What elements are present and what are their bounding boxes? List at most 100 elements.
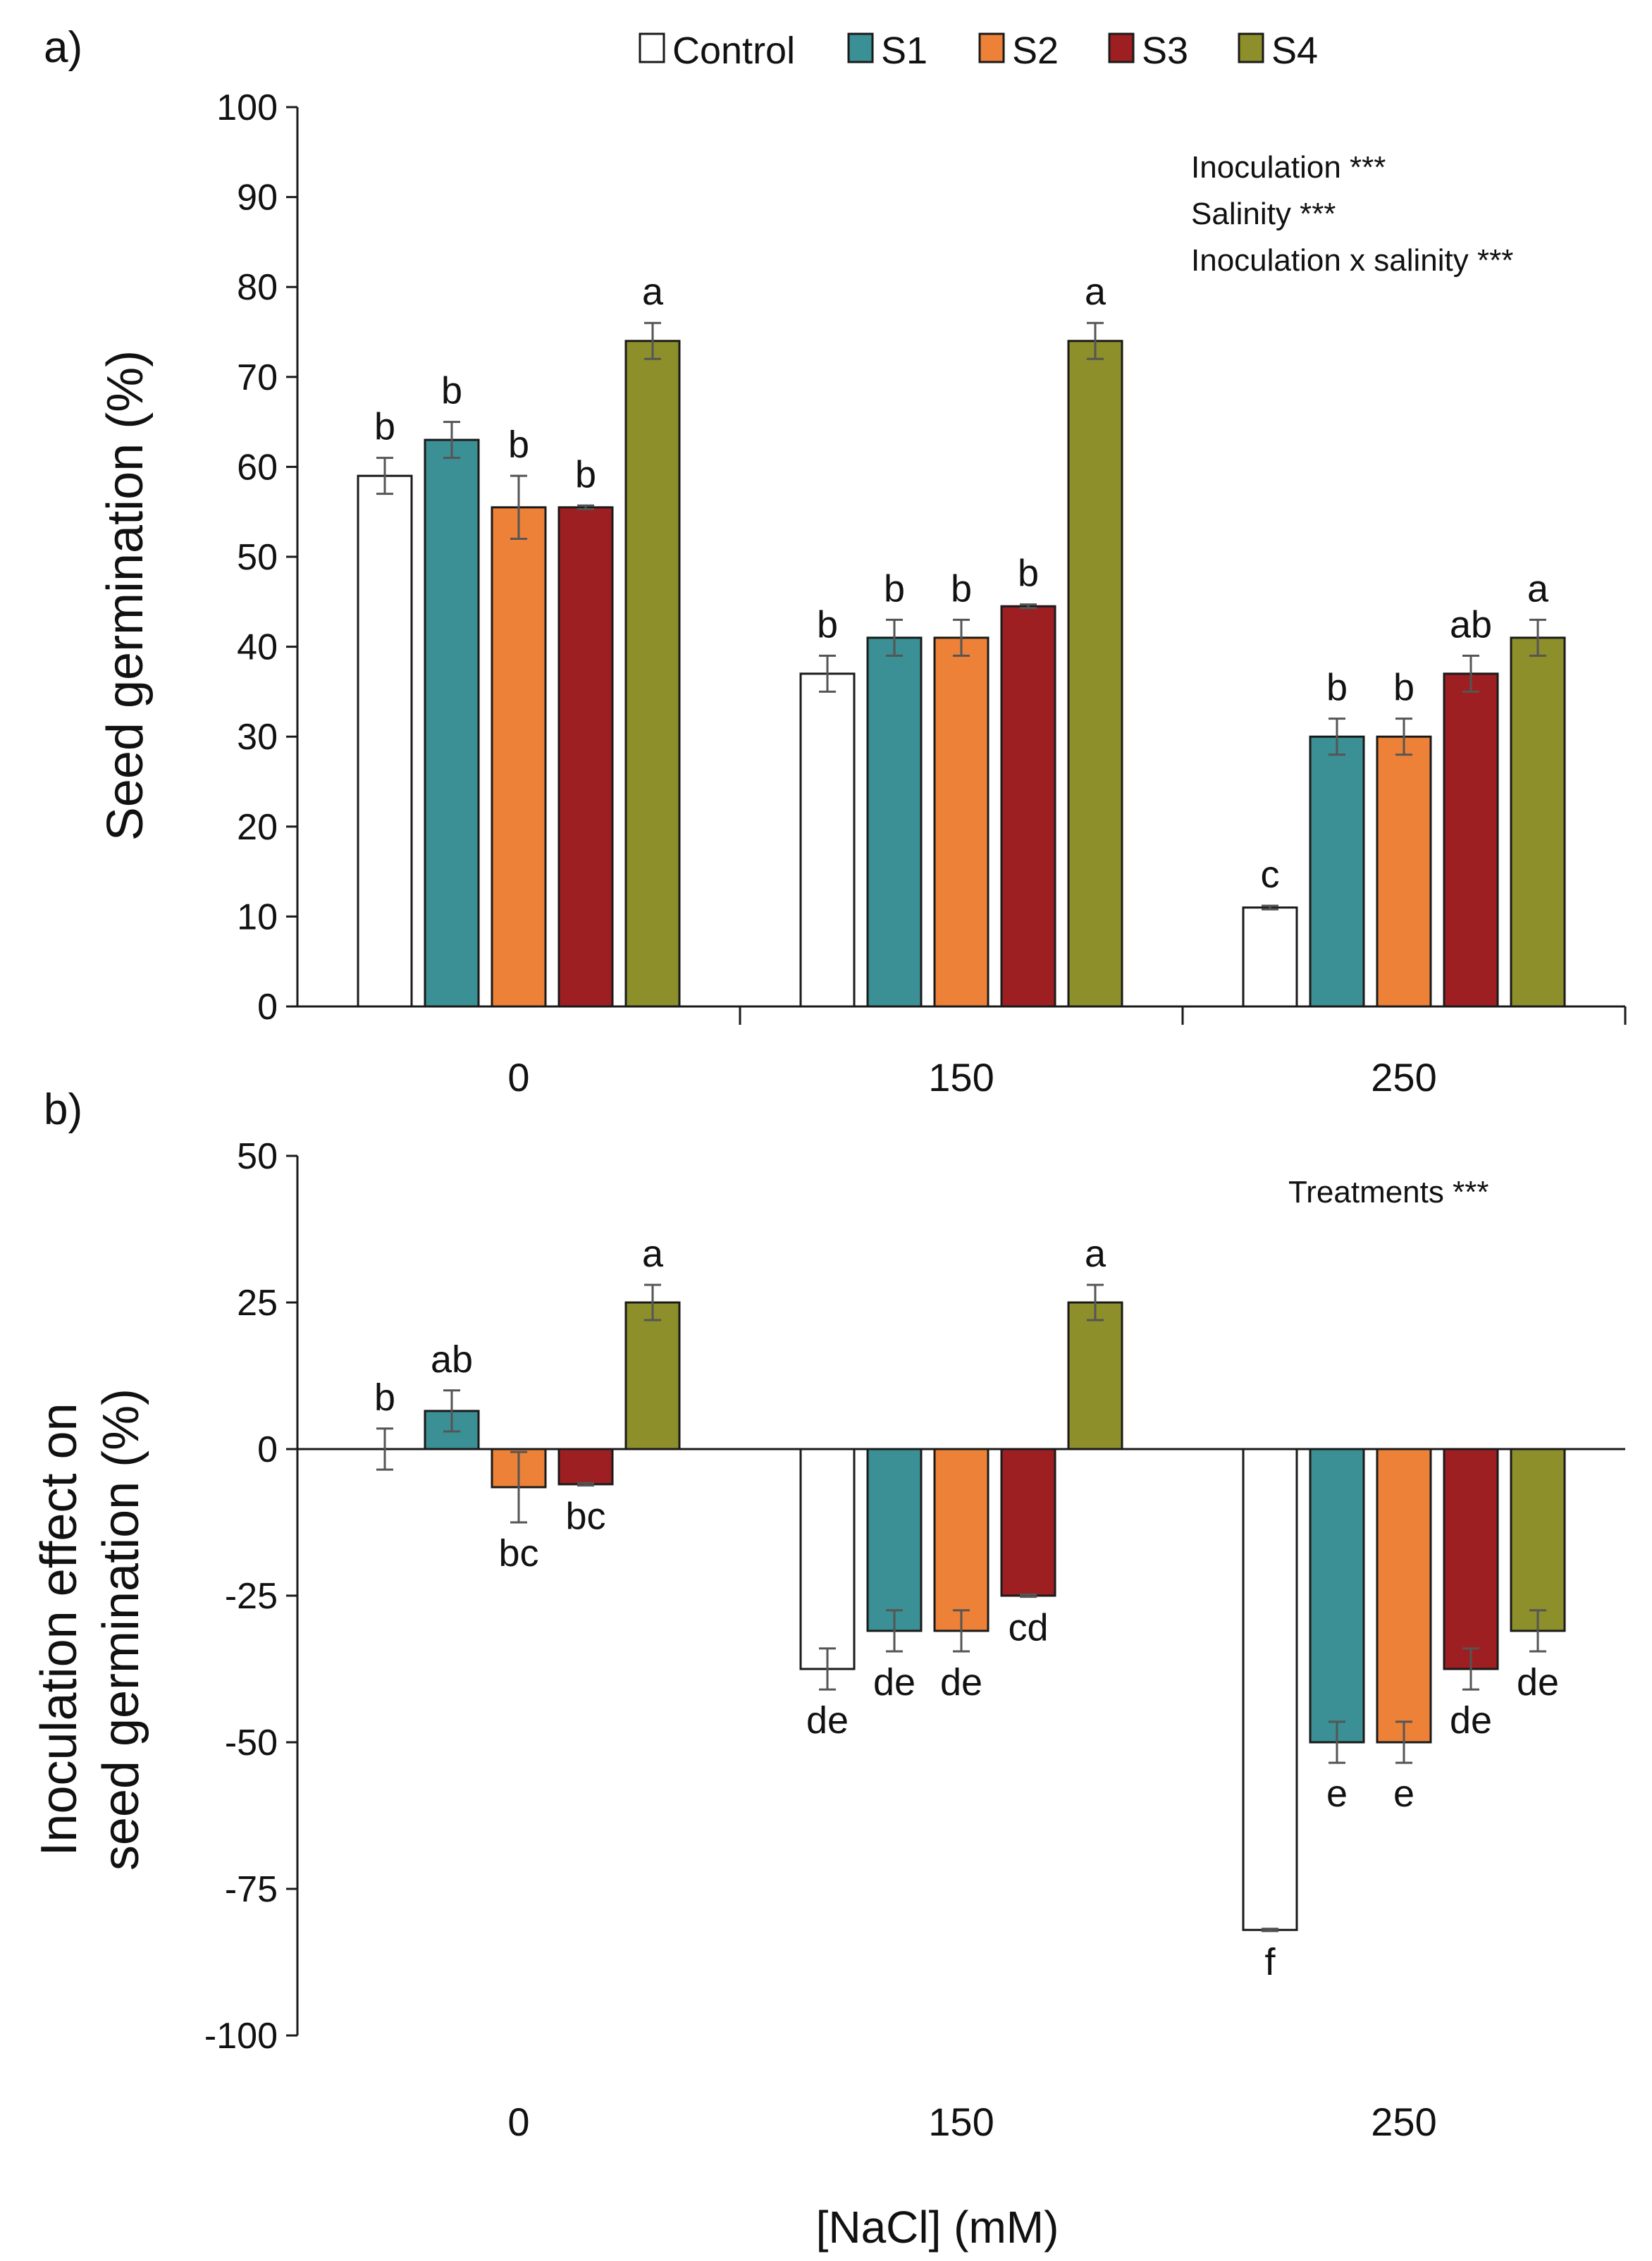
panel-b-bar-s3 — [557, 1448, 614, 1486]
panel-a-significance-letter: b — [1393, 667, 1414, 709]
panel-b-bar-s3 — [1443, 1448, 1499, 1670]
legend-label-s4: S4 — [1271, 30, 1318, 72]
panel-a-y-tick-label: 50 — [237, 537, 278, 578]
panel-a-bar-s3 — [1443, 672, 1499, 1008]
panel-b-bar-s4 — [1067, 1301, 1123, 1450]
panel-a-x-tick-label: 0 — [507, 1055, 529, 1099]
legend-swatch-s1 — [847, 32, 874, 63]
panel-a-significance-letter: ab — [1450, 603, 1492, 646]
panel-a-bar-s3 — [1000, 605, 1056, 1008]
panel-b-label: b) — [44, 1085, 82, 1134]
panel-a-significance-letter: b — [1326, 667, 1348, 709]
panel-a-bar-s2 — [491, 506, 547, 1008]
panel-b-y-tick-label: -75 — [225, 1869, 278, 1910]
panel-b-significance-letter: de — [1450, 1699, 1492, 1742]
panel-b-bar-s4 — [624, 1301, 681, 1450]
panel-a-y-tick-label: 90 — [237, 178, 278, 218]
legend-label-s1: S1 — [881, 30, 927, 72]
panel-b-x-tick-label: 150 — [928, 2100, 994, 2144]
panel-b-significance-letter: de — [940, 1661, 982, 1704]
panel-a-bar-s1 — [424, 438, 480, 1008]
x-axis-label: [NaCl] (mM) — [816, 2202, 1059, 2253]
panel-a-label: a) — [44, 23, 82, 72]
panel-b-significance-letter: cd — [1008, 1607, 1048, 1649]
panel-b-y-tick-label: -25 — [225, 1576, 278, 1617]
legend-swatch-control — [639, 32, 665, 63]
panel-a-y-tick-label: 30 — [237, 717, 278, 758]
panel-b-bar-s3 — [1000, 1448, 1056, 1597]
panel-b-significance-letter: de — [1517, 1661, 1559, 1704]
panel-a-y-tick-label: 0 — [257, 987, 278, 1028]
panel-b-bar-s2 — [933, 1448, 990, 1632]
panel-b-bar-s2 — [1376, 1448, 1432, 1744]
panel-a-x-tick-label: 150 — [928, 1055, 994, 1099]
panel-a-bar-s1 — [1309, 735, 1365, 1008]
annotation-salinity: Salinity *** — [1191, 197, 1336, 231]
panel-a-significance-letter: b — [441, 370, 462, 412]
panel-a-bar-control — [1242, 906, 1298, 1008]
panel-a-significance-letter: a — [1085, 271, 1107, 313]
panel-b-significance-letter: de — [873, 1661, 916, 1704]
panel-b-y-tick-label: -100 — [204, 2016, 278, 2057]
panel-b-y-tick-label: 50 — [237, 1136, 278, 1177]
panel-a-bar-s3 — [557, 506, 614, 1008]
panel-a-significance-letter: b — [508, 424, 529, 466]
panel-b-bar-s1 — [1309, 1448, 1365, 1744]
panel-b-y-axis-label-line2: seed germination (%) — [93, 1388, 149, 1871]
panel-a-significance-letter: b — [1018, 553, 1039, 595]
panel-a-y-tick-label: 60 — [237, 447, 278, 488]
legend-swatch-s4 — [1238, 32, 1264, 63]
panel-a-y-tick-label: 40 — [237, 627, 278, 668]
legend-label-s3: S3 — [1142, 30, 1188, 72]
panel-b-significance-letter: e — [1326, 1773, 1348, 1815]
panel-b-bar-s1 — [866, 1448, 923, 1632]
panel-a-bar-control — [799, 672, 856, 1008]
legend-swatch-s3 — [1108, 32, 1135, 63]
panel-b-y-axis-label-line1: Inoculation effect on — [31, 1403, 87, 1856]
panel-b-significance-letter: b — [374, 1376, 395, 1419]
panel-a-x-tick-label: 250 — [1371, 1055, 1436, 1099]
legend-label-control: Control — [672, 30, 795, 72]
panel-a-significance-letter: a — [1527, 567, 1549, 610]
panel-b-x-tick-label: 250 — [1371, 2100, 1436, 2144]
annotation-interaction: Inoculation x salinity *** — [1191, 243, 1513, 278]
panel-b-bar-s4 — [1510, 1448, 1566, 1632]
panel-b-bar-control — [799, 1448, 856, 1670]
panel-a-significance-letter: b — [817, 603, 838, 646]
panel-a-bar-s2 — [1376, 735, 1432, 1008]
legend-swatch-s2 — [978, 32, 1005, 63]
annotation-inoculation: Inoculation *** — [1191, 150, 1386, 185]
panel-b-significance-letter: bc — [565, 1496, 605, 1538]
panel-b-y-tick-label: 25 — [237, 1283, 278, 1324]
legend: Control S1 S2 S3 S4 — [639, 30, 1318, 72]
panel-b-significance-letter: a — [1085, 1233, 1107, 1275]
panel-b-significance-letter: f — [1264, 1941, 1276, 1983]
panel-a-bar-s2 — [933, 636, 990, 1008]
panel-a-significance-letter: b — [884, 567, 905, 610]
panel-a-y-tick-label: 100 — [216, 87, 278, 128]
panel-a-bar-control — [357, 474, 413, 1008]
panel-a-significance-letter: b — [951, 567, 972, 610]
legend-label-s2: S2 — [1012, 30, 1059, 72]
panel-a-bar-s4 — [1510, 636, 1566, 1008]
panel-a-significance-letter: b — [575, 453, 596, 495]
panel-b-y-tick-label: 0 — [257, 1429, 278, 1470]
panel-b-y-tick-label: -50 — [225, 1723, 278, 1763]
panel-a-y-tick-label: 70 — [237, 357, 278, 398]
panel-b-significance-letter: ab — [431, 1338, 473, 1381]
panel-b-x-tick-label: 0 — [507, 2100, 529, 2144]
panel-a-y-tick-label: 20 — [237, 807, 278, 848]
panel-a-bar-s4 — [624, 340, 681, 1008]
panel-b-significance-letter: e — [1393, 1773, 1414, 1815]
panel-a-bar-s4 — [1067, 340, 1123, 1008]
panel-a-significance-letter: a — [642, 271, 664, 313]
annotation-treatments: Treatments *** — [1288, 1175, 1488, 1209]
panel-a-bar-s1 — [866, 636, 923, 1008]
panel-a-y-tick-label: 10 — [237, 897, 278, 937]
panel-a-y-tick-label: 80 — [237, 267, 278, 308]
panel-b-bar-control — [1242, 1448, 1298, 1931]
panel-a-significance-letter: c — [1261, 854, 1280, 896]
panel-b-significance-letter: de — [806, 1699, 849, 1742]
